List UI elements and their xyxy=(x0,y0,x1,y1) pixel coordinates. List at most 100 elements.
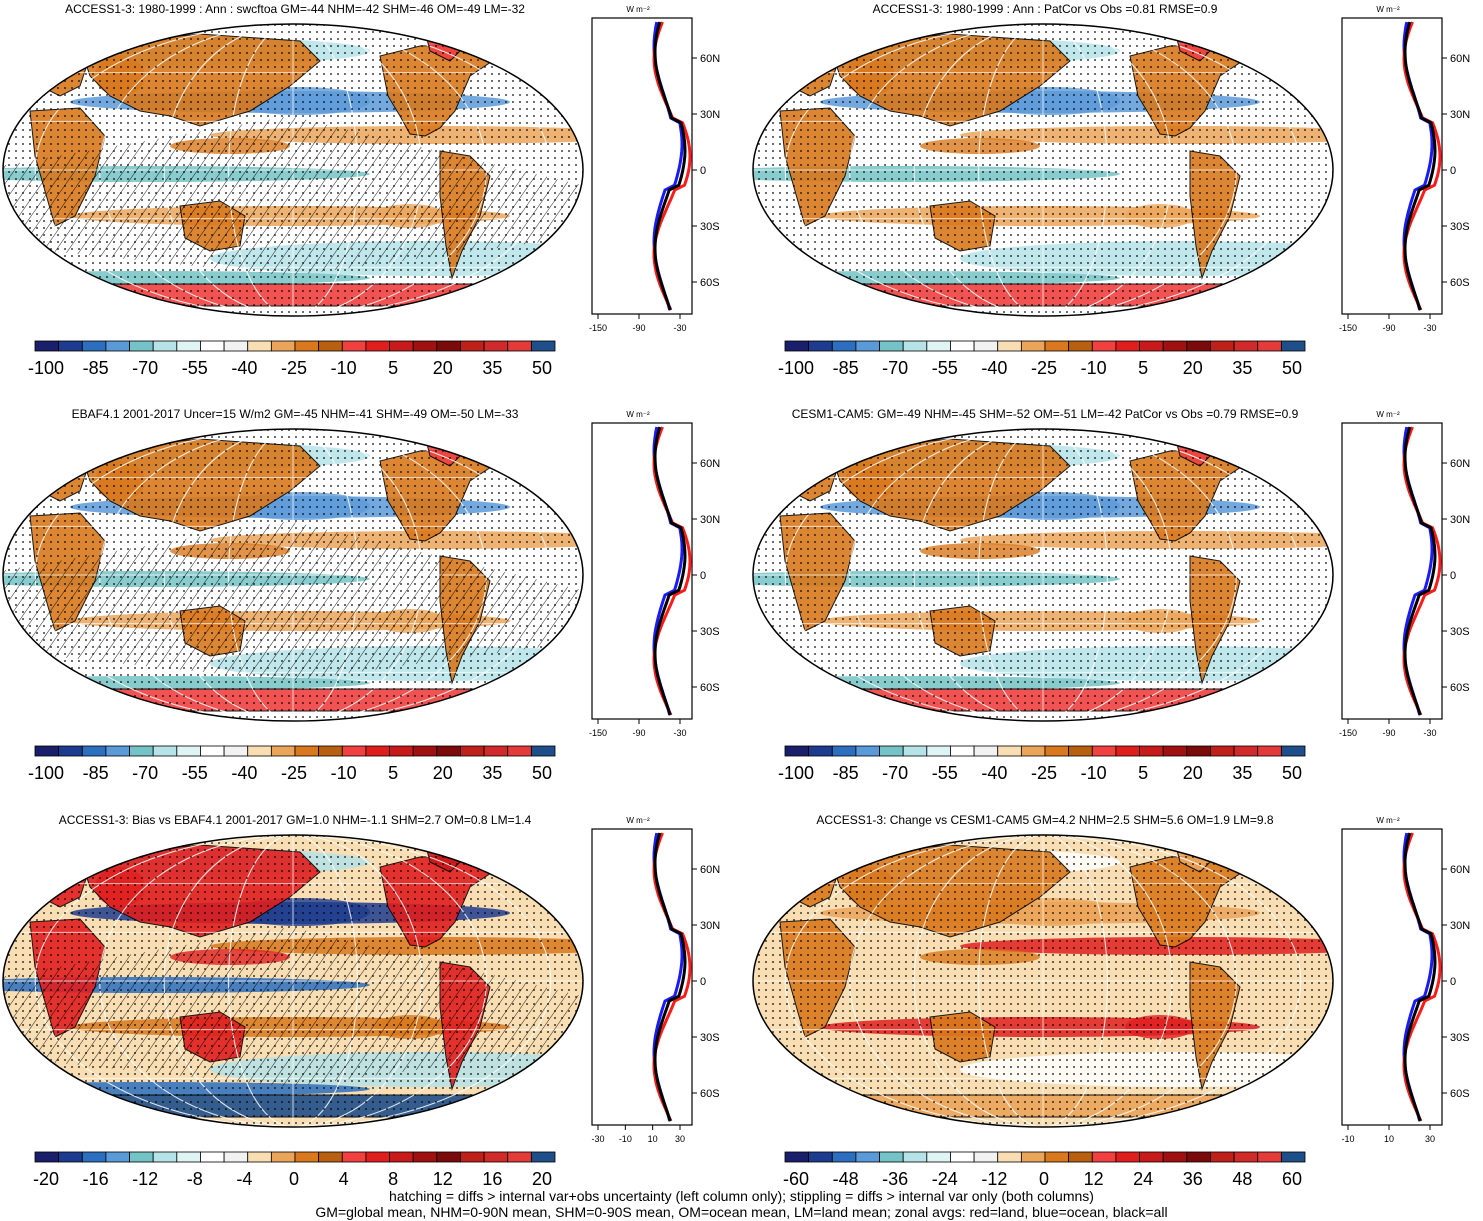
colorbar-swatch xyxy=(1257,745,1282,757)
zonal-ytick: 60N xyxy=(700,458,720,470)
colorbar-swatch xyxy=(879,1151,904,1163)
zonal-line xyxy=(1402,426,1442,716)
colorbar-label: -4 xyxy=(236,1169,253,1189)
colorbar-label: -10 xyxy=(1080,358,1107,378)
zonal-xtick: -90 xyxy=(632,728,645,737)
colorbar-swatch xyxy=(58,745,83,757)
colorbar-label: -85 xyxy=(832,358,859,378)
colorbar-label: -100 xyxy=(27,763,65,783)
zonal-ytick: 60S xyxy=(700,277,720,289)
colorbar-swatch xyxy=(81,745,107,757)
zonal-line xyxy=(1402,21,1442,311)
colorbar-swatch xyxy=(1210,340,1235,352)
colorbar-swatch xyxy=(365,1151,390,1163)
zonal-ytick: 0 xyxy=(700,976,706,988)
panel-access-patcor: ACCESS1-3: 1980-1999 : Ann : PatCor vs O… xyxy=(750,2,1480,402)
colorbar-swatch xyxy=(436,340,461,352)
zonal-line xyxy=(652,426,692,716)
colorbar-swatch xyxy=(902,1151,928,1163)
zonal-xtick: -150 xyxy=(589,323,607,332)
colorbar-swatch xyxy=(129,745,154,757)
colorbar-label: 20 xyxy=(531,1169,553,1189)
colorbar-swatch xyxy=(1210,1151,1235,1163)
colorbar-swatch xyxy=(1115,745,1140,757)
colorbar-swatch xyxy=(1091,745,1117,757)
colorbar-swatch xyxy=(1020,340,1046,352)
colorbar-label: 36 xyxy=(1182,1169,1203,1189)
colorbar-swatch xyxy=(855,340,880,352)
colorbar-label: 12 xyxy=(1083,1169,1104,1189)
panel-title: ACCESS1-3: Bias vs EBAF4.1 2001-2017 GM=… xyxy=(58,813,532,827)
colorbar-swatch xyxy=(152,1151,178,1163)
zonal-ytick: 60S xyxy=(1450,277,1470,289)
colorbar-label: 8 xyxy=(388,1169,399,1189)
colorbar-swatch xyxy=(318,340,343,352)
colorbar-swatch xyxy=(412,340,438,352)
colorbar-swatch xyxy=(831,745,857,757)
colorbar-swatch xyxy=(1233,1151,1259,1163)
zonal-xtick: -30 xyxy=(1423,728,1436,737)
colorbar-label: 5 xyxy=(1138,763,1149,783)
colorbar-label: 0 xyxy=(288,1169,300,1189)
colorbar-label: -85 xyxy=(82,358,109,378)
colorbar-swatch xyxy=(1091,1151,1117,1163)
colorbar-swatch xyxy=(389,1151,414,1163)
zonal-units: W m⁻² xyxy=(626,410,650,419)
colorbar-label: 35 xyxy=(482,763,503,783)
colorbar-swatch xyxy=(926,340,951,352)
colorbar-label: -12 xyxy=(981,1169,1008,1189)
colorbar-swatch xyxy=(530,745,556,757)
panel-title: ACCESS1-3: Change vs CESM1-CAM5 GM=4.2 N… xyxy=(816,813,1274,827)
zonal-xtick: -150 xyxy=(589,728,607,737)
colorbar-label: -85 xyxy=(82,763,109,783)
colorbar xyxy=(34,340,556,352)
colorbar-label: -20 xyxy=(32,1169,60,1189)
colorbar-swatch xyxy=(176,1151,201,1163)
colorbar-swatch xyxy=(1162,745,1188,757)
colorbar-swatch xyxy=(341,1151,367,1163)
zonal-xtick: -90 xyxy=(1382,728,1395,737)
colorbar-swatch xyxy=(1139,1151,1164,1163)
colorbar-label: -24 xyxy=(931,1169,958,1189)
colorbar-swatch xyxy=(34,340,60,352)
zonal-units: W m⁻² xyxy=(1376,5,1400,14)
colorbar-swatch xyxy=(831,1151,857,1163)
colorbar-swatch xyxy=(1233,340,1259,352)
colorbar-swatch xyxy=(365,340,390,352)
colorbar-swatch xyxy=(247,1151,272,1163)
colorbar-label: 48 xyxy=(1232,1169,1253,1189)
zonal-ytick: 0 xyxy=(700,570,706,582)
zonal-ytick: 30S xyxy=(1450,626,1470,638)
colorbar-label: -100 xyxy=(27,358,65,378)
colorbar-label: 35 xyxy=(1232,358,1253,378)
zonal-line xyxy=(1403,832,1437,1122)
map-outline xyxy=(2,834,584,1128)
zonal-xtick: -30 xyxy=(673,323,686,332)
colorbar-label: -25 xyxy=(1030,763,1058,783)
colorbar-labels: -20 -16 -12 -8 -4 0 4 8 12 16 20 xyxy=(32,1169,554,1191)
zonal-ytick: 60N xyxy=(1450,458,1470,470)
colorbar-swatch xyxy=(389,745,414,757)
colorbar-swatch xyxy=(879,340,904,352)
colorbar-swatch xyxy=(1210,745,1235,757)
zonal-ytick: 30S xyxy=(1450,221,1470,233)
colorbar-label: 12 xyxy=(432,1169,453,1189)
zonal-ytick: 30N xyxy=(700,109,720,121)
colorbar-swatch xyxy=(81,1151,107,1163)
colorbar-swatch xyxy=(270,1151,296,1163)
colorbar xyxy=(784,745,1306,757)
colorbar-label: -40 xyxy=(231,763,258,783)
colorbar-swatch xyxy=(223,340,249,352)
colorbar-swatch xyxy=(855,1151,880,1163)
colorbar-label: -100 xyxy=(777,763,815,783)
colorbar-swatch xyxy=(247,340,272,352)
zonal-line xyxy=(652,832,692,1122)
colorbar-swatch xyxy=(1186,1151,1211,1163)
colorbar-label: -70 xyxy=(132,763,159,783)
colorbar-label: -40 xyxy=(981,763,1008,783)
panel-cesm-climatology: CESM1-CAM5: GM=-49 NHM=-45 SHM=-52 OM=-5… xyxy=(750,407,1480,807)
zonal-ytick: 60N xyxy=(700,864,720,876)
zonal-mean-plot: W m⁻² 60N 30N 0 30S 60S -150 -90 -30 xyxy=(589,410,720,737)
colorbar-label: -10 xyxy=(330,358,357,378)
colorbar-swatch xyxy=(808,340,833,352)
